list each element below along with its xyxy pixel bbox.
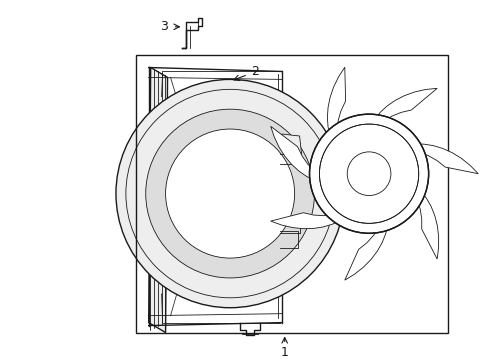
Polygon shape [414,144,477,174]
Polygon shape [344,225,387,280]
Circle shape [346,152,390,195]
Circle shape [165,129,294,258]
Polygon shape [374,88,436,121]
Polygon shape [416,191,438,259]
Text: 1: 1 [280,346,288,359]
Polygon shape [281,134,301,154]
Circle shape [145,109,314,278]
Circle shape [116,80,344,308]
Polygon shape [148,67,167,333]
Bar [136,55,447,333]
Polygon shape [270,213,340,229]
Polygon shape [327,67,345,136]
Text: 2: 2 [250,65,258,78]
Polygon shape [270,126,314,181]
Circle shape [125,89,334,298]
Circle shape [319,124,418,223]
Text: 3: 3 [160,20,167,33]
Circle shape [309,114,428,233]
